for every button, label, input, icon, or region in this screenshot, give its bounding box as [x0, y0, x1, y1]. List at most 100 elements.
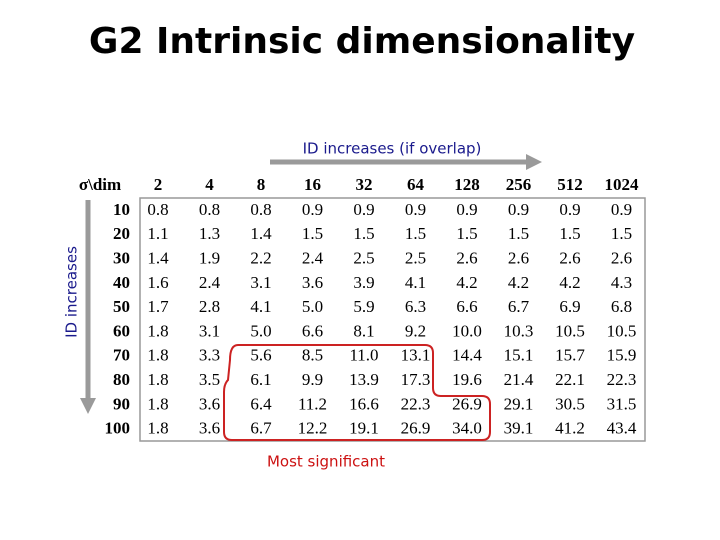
cell: 1.5 — [508, 224, 529, 243]
column-header: 64 — [407, 175, 425, 194]
cell: 6.9 — [559, 297, 580, 316]
column-header: 256 — [506, 175, 532, 194]
cell: 0.8 — [199, 200, 220, 219]
cell: 1.7 — [147, 297, 169, 316]
cell: 15.7 — [555, 346, 585, 365]
cell: 11.2 — [298, 394, 327, 413]
cell: 4.3 — [611, 273, 632, 292]
cell: 8.5 — [302, 346, 323, 365]
cell: 5.9 — [353, 297, 374, 316]
cell: 3.6 — [199, 419, 220, 438]
cell: 2.6 — [456, 249, 477, 268]
column-header: 2 — [154, 175, 163, 194]
row-header: 90 — [113, 394, 130, 413]
cell: 15.9 — [607, 346, 637, 365]
cell: 0.8 — [147, 200, 168, 219]
cell: 6.6 — [456, 297, 477, 316]
cell: 0.9 — [508, 200, 529, 219]
cell: 1.4 — [147, 249, 169, 268]
cell: 34.0 — [452, 419, 482, 438]
row-header: 10 — [113, 200, 130, 219]
bottom-annotation: Most significant — [267, 453, 385, 471]
cell: 4.2 — [559, 273, 580, 292]
arrow-head — [80, 398, 96, 414]
cell: 2.5 — [405, 249, 426, 268]
cell: 11.0 — [349, 346, 378, 365]
cell: 1.8 — [147, 419, 168, 438]
row-header: 100 — [105, 419, 131, 438]
cell: 5.6 — [250, 346, 271, 365]
row-header: 30 — [113, 249, 130, 268]
cell: 1.5 — [405, 224, 426, 243]
cell: 0.9 — [559, 200, 580, 219]
cell: 3.9 — [353, 273, 374, 292]
cell: 21.4 — [504, 370, 534, 389]
cell: 0.9 — [611, 200, 632, 219]
cell: 0.9 — [456, 200, 477, 219]
cell: 1.3 — [199, 224, 220, 243]
cell: 15.1 — [504, 346, 534, 365]
cell: 1.4 — [250, 224, 272, 243]
cell: 13.1 — [401, 346, 431, 365]
cell: 2.6 — [611, 249, 632, 268]
cell: 4.1 — [250, 297, 271, 316]
column-header: 512 — [557, 175, 583, 194]
cell: 13.9 — [349, 370, 379, 389]
cell: 30.5 — [555, 394, 585, 413]
row-header: 70 — [113, 346, 130, 365]
cell: 3.5 — [199, 370, 220, 389]
cell: 26.9 — [452, 394, 482, 413]
column-header: 32 — [356, 175, 373, 194]
cell: 4.2 — [508, 273, 529, 292]
cell: 9.2 — [405, 321, 426, 340]
cell: 9.9 — [302, 370, 323, 389]
cell: 5.0 — [302, 297, 323, 316]
cell: 6.1 — [250, 370, 271, 389]
top-annotation: ID increases (if overlap) — [303, 140, 482, 158]
cell: 0.9 — [405, 200, 426, 219]
cell: 2.2 — [250, 249, 271, 268]
cell: 19.1 — [349, 419, 379, 438]
cell: 5.0 — [250, 321, 271, 340]
column-header: 128 — [454, 175, 480, 194]
row-header: 40 — [113, 273, 130, 292]
cell: 39.1 — [504, 419, 534, 438]
cell: 3.3 — [199, 346, 220, 365]
side-annotation: ID increases — [63, 246, 81, 338]
cell: 2.6 — [508, 249, 529, 268]
cell: 14.4 — [452, 346, 482, 365]
column-header: 8 — [257, 175, 266, 194]
row-header: 80 — [113, 370, 130, 389]
cell: 3.6 — [302, 273, 323, 292]
row-header: 50 — [113, 297, 130, 316]
cell: 1.1 — [147, 224, 168, 243]
cell: 4.1 — [405, 273, 426, 292]
cell: 16.6 — [349, 394, 379, 413]
cell: 1.5 — [353, 224, 374, 243]
cell: 1.9 — [199, 249, 220, 268]
cell: 1.5 — [611, 224, 632, 243]
cell: 2.4 — [302, 249, 324, 268]
column-header: 16 — [304, 175, 321, 194]
highlight-outline — [223, 344, 491, 441]
cell: 12.2 — [298, 419, 328, 438]
cell: 4.2 — [456, 273, 477, 292]
cell: 22.1 — [555, 370, 585, 389]
cell: 26.9 — [401, 419, 431, 438]
cell: 0.9 — [302, 200, 323, 219]
cell: 0.9 — [353, 200, 374, 219]
cell: 17.3 — [401, 370, 431, 389]
cell: 2.8 — [199, 297, 220, 316]
row-header: 20 — [113, 224, 130, 243]
cell: 1.5 — [456, 224, 477, 243]
cell: 1.8 — [147, 346, 168, 365]
cell: 1.5 — [559, 224, 580, 243]
column-header: 1024 — [605, 175, 640, 194]
cell: 19.6 — [452, 370, 482, 389]
cell: 2.6 — [559, 249, 580, 268]
cell: 2.4 — [199, 273, 221, 292]
cell: 3.1 — [250, 273, 271, 292]
cell: 6.3 — [405, 297, 426, 316]
cell: 6.8 — [611, 297, 632, 316]
slide-title: G2 Intrinsic dimensionality — [89, 21, 635, 62]
